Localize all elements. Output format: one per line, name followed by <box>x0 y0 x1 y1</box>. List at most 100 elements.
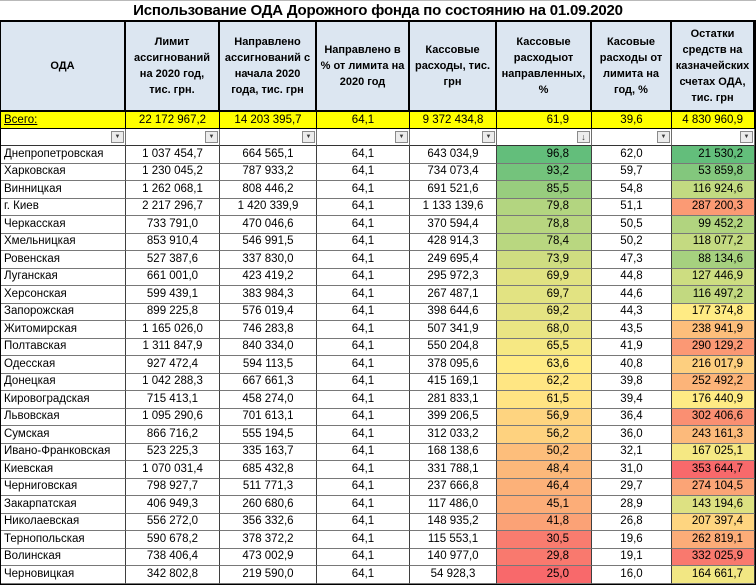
cell-cash-of-directed-pct[interactable]: 68,0 <box>497 321 592 339</box>
cell-cash-of-limit-pct[interactable]: 41,9 <box>592 338 672 356</box>
cell-directed-pct[interactable]: 64,1 <box>317 513 410 531</box>
cell-directed[interactable]: 664 565,1 <box>220 146 317 164</box>
cell-cash-of-directed-pct[interactable]: 69,7 <box>497 286 592 304</box>
cell-limit[interactable]: 738 406,4 <box>126 548 220 566</box>
cell-cash[interactable]: 295 972,3 <box>410 268 497 286</box>
cell-cash-of-directed-pct[interactable]: 78,4 <box>497 233 592 251</box>
cell-directed[interactable]: 701 613,1 <box>220 408 317 426</box>
cell-oda-name[interactable]: Запорожская <box>1 303 126 321</box>
cell-cash-of-directed-pct[interactable]: 41,8 <box>497 513 592 531</box>
cell-directed[interactable]: 335 163,7 <box>220 443 317 461</box>
cell-directed[interactable]: 473 002,9 <box>220 548 317 566</box>
cell-cash-of-directed-pct[interactable]: 85,5 <box>497 181 592 199</box>
cell-cash-of-limit-pct[interactable]: 44,6 <box>592 286 672 304</box>
cell-balance[interactable]: 53 859,8 <box>672 163 755 181</box>
cell-cash[interactable]: 734 073,4 <box>410 163 497 181</box>
cell-cash[interactable]: 237 666,8 <box>410 478 497 496</box>
cell-directed-pct[interactable]: 64,1 <box>317 443 410 461</box>
cell-directed[interactable]: 840 334,0 <box>220 338 317 356</box>
cell-balance[interactable]: 177 374,8 <box>672 303 755 321</box>
cell-balance[interactable]: 21 530,2 <box>672 146 755 164</box>
cell-balance[interactable]: 118 077,2 <box>672 233 755 251</box>
cell-limit[interactable]: 2 217 296,7 <box>126 198 220 216</box>
cell-oda-name[interactable]: Ивано-Франковская <box>1 443 126 461</box>
cell-cash-of-directed-pct[interactable]: 78,8 <box>497 216 592 234</box>
cell-cash-of-directed-pct[interactable]: 62,2 <box>497 373 592 391</box>
cell-cash-of-limit-pct[interactable]: 51,1 <box>592 198 672 216</box>
cell-cash-of-directed-pct[interactable]: 45,1 <box>497 496 592 514</box>
cell-limit[interactable]: 853 910,4 <box>126 233 220 251</box>
cell-cash[interactable]: 168 138,6 <box>410 443 497 461</box>
cell-directed-pct[interactable]: 64,1 <box>317 478 410 496</box>
cell-cash-of-limit-pct[interactable]: 40,8 <box>592 356 672 374</box>
column-header-directed-pct[interactable]: Направлено в % от лимита на 2020 год <box>317 22 410 112</box>
totals-cash-of-limit[interactable]: 39,6 <box>592 112 672 129</box>
cell-cash[interactable]: 378 095,6 <box>410 356 497 374</box>
cell-cash-of-directed-pct[interactable]: 48,4 <box>497 461 592 479</box>
cell-cash-of-directed-pct[interactable]: 29,8 <box>497 548 592 566</box>
filter-dropdown-button[interactable]: ↓ <box>577 131 590 143</box>
filter-dropdown-button[interactable]: ▼ <box>482 131 495 143</box>
cell-cash[interactable]: 643 034,9 <box>410 146 497 164</box>
cell-cash-of-limit-pct[interactable]: 44,8 <box>592 268 672 286</box>
cell-cash-of-directed-pct[interactable]: 65,5 <box>497 338 592 356</box>
column-header-directed[interactable]: Направлено ассигнований с начала 2020 го… <box>220 22 317 112</box>
cell-oda-name[interactable]: Полтавская <box>1 338 126 356</box>
filter-dropdown-button[interactable]: ▼ <box>302 131 315 143</box>
cell-balance[interactable]: 127 446,9 <box>672 268 755 286</box>
cell-oda-name[interactable]: Одесская <box>1 356 126 374</box>
cell-cash[interactable]: 267 487,1 <box>410 286 497 304</box>
cell-directed-pct[interactable]: 64,1 <box>317 321 410 339</box>
cell-balance[interactable]: 262 819,1 <box>672 531 755 549</box>
cell-balance[interactable]: 167 025,1 <box>672 443 755 461</box>
cell-directed-pct[interactable]: 64,1 <box>317 496 410 514</box>
column-header-limit[interactable]: Лимит ассигнований на 2020 год, тис. грн… <box>126 22 220 112</box>
cell-directed[interactable]: 787 933,2 <box>220 163 317 181</box>
cell-balance[interactable]: 238 941,9 <box>672 321 755 339</box>
cell-cash[interactable]: 331 788,1 <box>410 461 497 479</box>
cell-limit[interactable]: 1 070 031,4 <box>126 461 220 479</box>
totals-limit[interactable]: 22 172 967,2 <box>126 112 220 129</box>
cell-cash-of-limit-pct[interactable]: 39,4 <box>592 391 672 409</box>
cell-balance[interactable]: 176 440,9 <box>672 391 755 409</box>
cell-oda-name[interactable]: Черниговская <box>1 478 126 496</box>
cell-cash-of-limit-pct[interactable]: 59,7 <box>592 163 672 181</box>
cell-cash-of-limit-pct[interactable]: 54,8 <box>592 181 672 199</box>
cell-cash-of-directed-pct[interactable]: 25,0 <box>497 566 592 584</box>
cell-cash-of-directed-pct[interactable]: 30,5 <box>497 531 592 549</box>
cell-cash[interactable]: 140 977,0 <box>410 548 497 566</box>
cell-directed-pct[interactable]: 64,1 <box>317 233 410 251</box>
cell-limit[interactable]: 527 387,6 <box>126 251 220 269</box>
totals-label-cell[interactable]: Всего: <box>1 112 126 129</box>
cell-cash-of-limit-pct[interactable]: 19,6 <box>592 531 672 549</box>
cell-cash[interactable]: 415 169,1 <box>410 373 497 391</box>
cell-directed-pct[interactable]: 64,1 <box>317 251 410 269</box>
filter-dropdown-button[interactable]: ▼ <box>740 131 753 143</box>
cell-cash-of-directed-pct[interactable]: 79,8 <box>497 198 592 216</box>
totals-directed[interactable]: 14 203 395,7 <box>220 112 317 129</box>
cell-directed[interactable]: 378 372,2 <box>220 531 317 549</box>
cell-directed[interactable]: 458 274,0 <box>220 391 317 409</box>
cell-limit[interactable]: 927 472,4 <box>126 356 220 374</box>
cell-balance[interactable]: 216 017,9 <box>672 356 755 374</box>
cell-balance[interactable]: 116 497,2 <box>672 286 755 304</box>
cell-directed-pct[interactable]: 64,1 <box>317 391 410 409</box>
cell-directed[interactable]: 746 283,8 <box>220 321 317 339</box>
cell-cash[interactable]: 115 553,1 <box>410 531 497 549</box>
cell-limit[interactable]: 599 439,1 <box>126 286 220 304</box>
cell-cash-of-limit-pct[interactable]: 16,0 <box>592 566 672 584</box>
cell-directed[interactable]: 423 419,2 <box>220 268 317 286</box>
cell-cash[interactable]: 507 341,9 <box>410 321 497 339</box>
cell-oda-name[interactable]: г. Киев <box>1 198 126 216</box>
cell-cash[interactable]: 54 928,3 <box>410 566 497 584</box>
cell-oda-name[interactable]: Тернопольская <box>1 531 126 549</box>
cell-directed[interactable]: 546 991,5 <box>220 233 317 251</box>
cell-cash-of-limit-pct[interactable]: 29,7 <box>592 478 672 496</box>
cell-oda-name[interactable]: Николаевская <box>1 513 126 531</box>
cell-directed-pct[interactable]: 64,1 <box>317 408 410 426</box>
column-header-cash-of-directed[interactable]: Кассовые расходыот направленных, % <box>497 22 592 112</box>
cell-oda-name[interactable]: Луганская <box>1 268 126 286</box>
cell-limit[interactable]: 1 165 026,0 <box>126 321 220 339</box>
cell-directed-pct[interactable]: 64,1 <box>317 373 410 391</box>
cell-balance[interactable]: 99 452,2 <box>672 216 755 234</box>
